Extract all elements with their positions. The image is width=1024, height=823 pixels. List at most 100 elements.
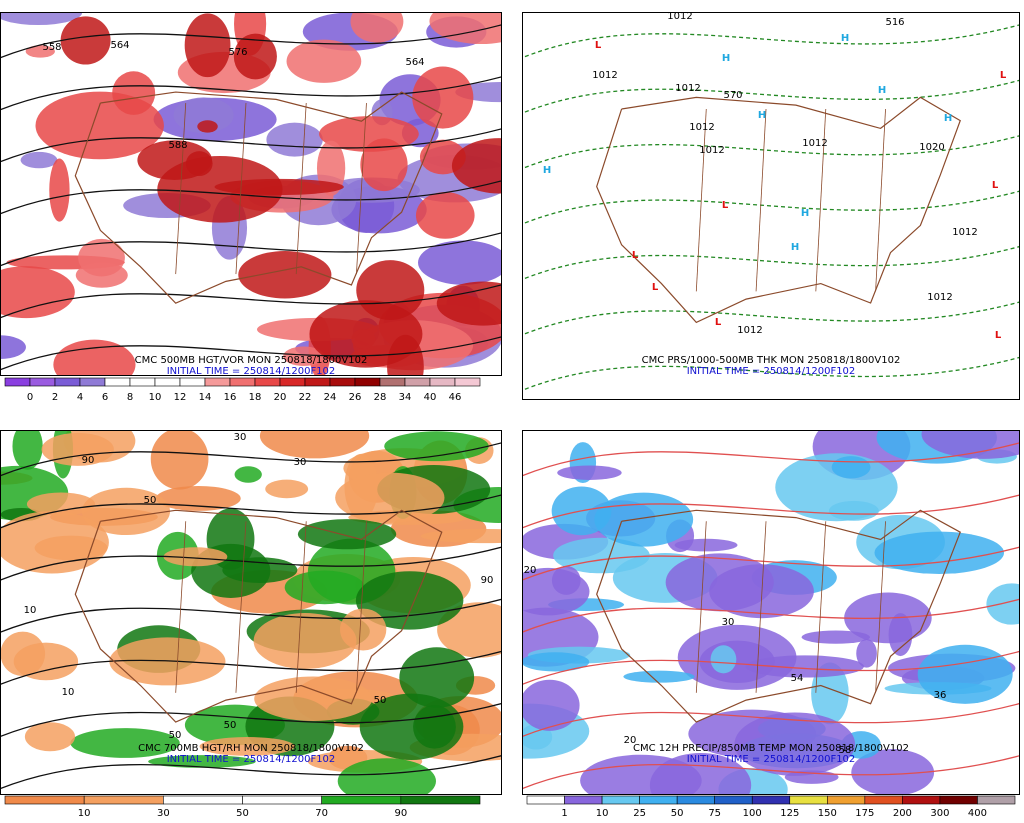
state-border <box>815 108 827 292</box>
colorbar-swatch <box>279 377 306 387</box>
contour-line <box>522 546 1020 581</box>
colorbar-label: 10 <box>78 808 91 819</box>
colorbar-label: 8 <box>127 392 133 403</box>
contour-line <box>0 598 502 634</box>
colorbar-swatch <box>204 377 231 387</box>
field-blob <box>49 158 70 222</box>
contour-line <box>0 546 502 582</box>
colorbar-swatch <box>454 377 481 387</box>
field-blob <box>163 547 228 567</box>
initial-time: INITIAL TIME = 250814/1200F102 <box>687 754 856 765</box>
field-blob <box>148 755 256 768</box>
map-label: 1012 <box>737 325 762 336</box>
map-label: L <box>722 200 729 211</box>
field-blob <box>413 705 456 749</box>
colorbar-swatch <box>179 377 206 387</box>
field-blob <box>259 430 370 459</box>
state-border <box>695 521 707 693</box>
colorbar-swatch <box>229 377 256 387</box>
state-border <box>875 521 886 693</box>
initial-time: INITIAL TIME = 250814/1200F102 <box>687 366 856 377</box>
field-blob <box>234 466 262 483</box>
field-blob <box>522 567 590 616</box>
map-label: 50 <box>144 495 157 506</box>
field-blob <box>238 251 332 299</box>
contour-line <box>522 702 1020 738</box>
field-blob <box>594 492 694 547</box>
colorbar-label: 6 <box>102 392 108 403</box>
colorbar-label: 14 <box>199 392 212 403</box>
field-blob <box>70 728 180 758</box>
field-blob <box>355 571 464 630</box>
map-label: 36 <box>934 690 947 701</box>
field-blob <box>710 645 737 674</box>
colorbar-swatch <box>676 795 715 805</box>
contour-line <box>0 283 502 319</box>
initial-time: INITIAL TIME = 250814/1200F102 <box>167 754 336 765</box>
colorbar-label: 75 <box>708 808 721 819</box>
contour-line <box>0 702 502 738</box>
map-label: 564 <box>110 40 129 51</box>
state-border <box>175 521 187 693</box>
colorbar-label: 16 <box>224 392 237 403</box>
contour-line <box>522 494 1020 529</box>
colorbar-label: 200 <box>893 808 912 819</box>
map-label: 58 <box>839 745 852 756</box>
colorbar-swatch <box>104 377 131 387</box>
colorbar-swatch <box>129 377 156 387</box>
state-border <box>235 521 247 693</box>
colorbar-swatch <box>526 795 565 805</box>
field-blob <box>0 335 26 360</box>
map-label: 30 <box>294 457 307 468</box>
contour-line <box>522 650 1020 686</box>
state-border <box>875 108 886 292</box>
colorbar-swatch <box>83 795 164 805</box>
field-blob <box>53 339 136 376</box>
colorbar-label: 0 <box>27 392 33 403</box>
field-blob <box>81 487 171 536</box>
field-blob <box>436 281 502 326</box>
colorbar-label: 10 <box>149 392 162 403</box>
field-blob <box>921 430 1020 459</box>
field-blob <box>284 570 365 605</box>
colorbar-swatch <box>163 795 243 805</box>
contour-line <box>0 650 502 686</box>
field-blob <box>429 12 502 45</box>
map-label: 516 <box>885 17 904 28</box>
caption: CMC 12H PRECIP/850MB TEMP MON 250818/180… <box>633 743 909 754</box>
map-layer <box>522 23 1020 392</box>
colorbar-swatch <box>601 795 640 805</box>
field-blob <box>78 238 125 277</box>
contour-line <box>0 127 502 163</box>
contour-line <box>0 231 502 267</box>
map-label: 30 <box>234 432 247 443</box>
map-label: 10 <box>62 687 75 698</box>
field-blob <box>25 45 55 58</box>
colorbar-swatch <box>304 377 331 387</box>
map-label: H <box>722 53 730 64</box>
field-blob <box>253 613 357 669</box>
field-blob <box>150 430 209 490</box>
colorbar-swatch <box>79 377 106 387</box>
colorbar-label: 125 <box>780 808 799 819</box>
field-blob <box>384 431 489 462</box>
coastline <box>596 96 961 324</box>
contour-line <box>522 598 1020 634</box>
map-label: H <box>944 113 952 124</box>
map-label: H <box>543 165 551 176</box>
map-label: 50 <box>224 720 237 731</box>
map-label: 1012 <box>952 227 977 238</box>
colorbar-swatch <box>789 795 828 805</box>
colorbar-label: 100 <box>743 808 762 819</box>
map-label: H <box>791 242 799 253</box>
colorbar-swatch <box>400 795 481 805</box>
colorbar-label: 18 <box>249 392 262 403</box>
field-blob <box>745 655 864 678</box>
field-blob <box>335 472 445 523</box>
colorbar-label: 175 <box>855 808 874 819</box>
map-label: 54 <box>791 673 804 684</box>
colorbar-swatch <box>4 795 85 805</box>
contour-line <box>0 335 502 371</box>
field-blob <box>24 722 76 752</box>
colorbar-swatch <box>354 377 381 387</box>
